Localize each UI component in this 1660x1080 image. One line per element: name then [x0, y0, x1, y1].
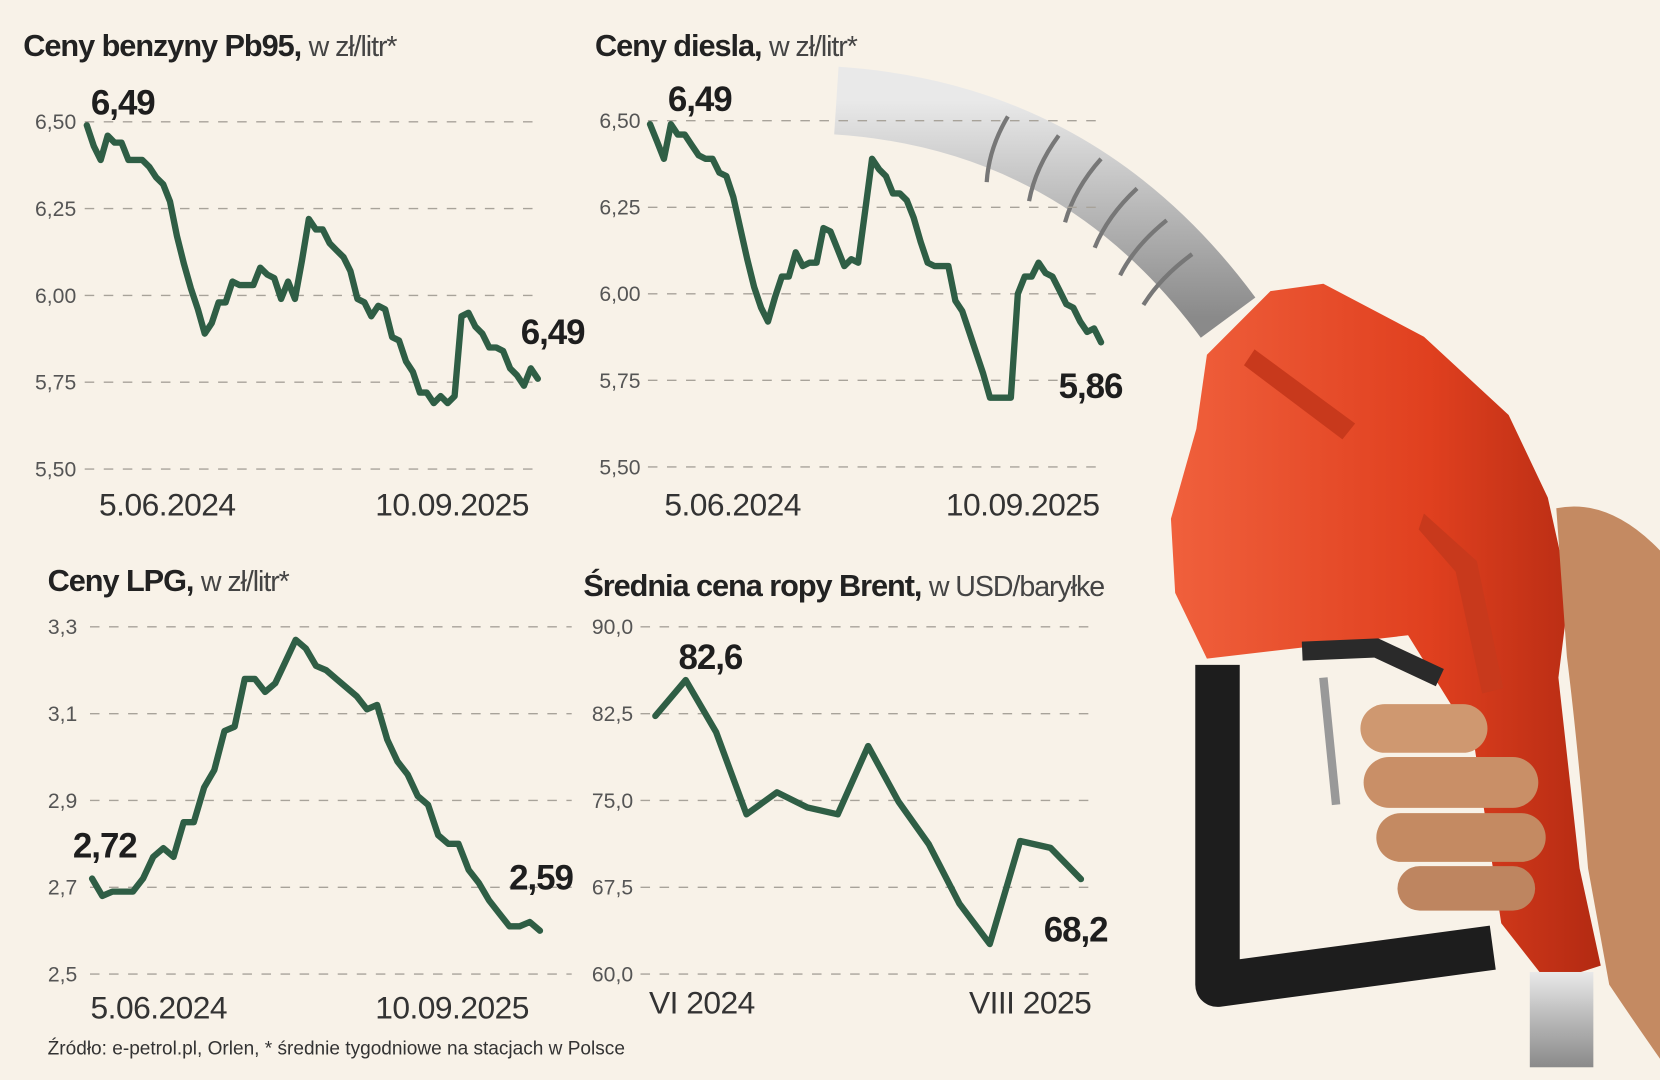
- x-tick-label: 5.06.2024: [99, 487, 235, 523]
- chart-brent: 90,0 82,5 75,0 67,5 60,0 VI 2024 VIII 2025 82,6…: [592, 616, 1109, 1020]
- x-tick-label: 5.06.2024: [664, 487, 800, 523]
- data-label: 82,6: [679, 638, 743, 677]
- x-tick-label: VI 2024: [649, 984, 755, 1020]
- chart-title-brent: Średnia cena ropy Brent, w USD/baryłke: [583, 569, 1105, 605]
- y-tick-label: 60,0: [592, 964, 633, 987]
- y-tick-label: 5,50: [599, 456, 640, 479]
- series-line: [83, 122, 541, 407]
- y-tick-label: 5,75: [599, 370, 640, 393]
- data-label: 2,59: [509, 858, 573, 897]
- title-unit: w zł/litr*: [768, 30, 858, 63]
- y-tick-label: 3,1: [48, 703, 77, 726]
- x-tick-label: 10.09.2025: [946, 487, 1100, 523]
- y-tick-label: 6,00: [599, 283, 640, 306]
- x-tick-label: 10.09.2025: [375, 487, 529, 523]
- title-unit: w zł/litr*: [200, 565, 290, 598]
- y-tick-label: 6,50: [599, 110, 640, 133]
- series-line: [646, 121, 1105, 401]
- data-label: 5,86: [1059, 367, 1123, 406]
- y-tick-label: 6,25: [35, 198, 76, 221]
- data-label: 68,2: [1044, 910, 1108, 949]
- x-tick-label: 5.06.2024: [91, 990, 227, 1026]
- series-line: [88, 636, 544, 934]
- y-tick-label: 90,0: [592, 616, 633, 639]
- title-unit: w zł/litr*: [308, 30, 398, 63]
- title-text: Średnia cena ropy Brent,: [583, 569, 922, 604]
- series-line: [652, 676, 1085, 948]
- x-tick-label: VIII 2025: [969, 984, 1091, 1020]
- y-tick-label: 67,5: [592, 877, 633, 900]
- chart-title-pb95: Ceny benzyny Pb95, w zł/litr*: [23, 29, 398, 65]
- chart-pb95: 6,50 6,25 6,00 5,75 5,50 5.06.2024 10.09.2025 6…: [35, 83, 586, 523]
- x-tick-label: 10.09.2025: [375, 990, 529, 1026]
- y-tick-label: 5,50: [35, 458, 76, 481]
- data-label: 6,49: [91, 83, 155, 122]
- data-label: 6,49: [668, 80, 732, 119]
- chart-title-diesel: Ceny diesla, w zł/litr*: [594, 29, 858, 65]
- y-tick-label: 6,25: [599, 197, 640, 220]
- data-label: 2,72: [73, 827, 137, 866]
- y-tick-label: 2,5: [48, 964, 77, 987]
- y-tick-label: 3,3: [48, 616, 77, 639]
- y-tick-label: 75,0: [592, 790, 633, 813]
- chart-diesel: 6,50 6,25 6,00 5,75 5,50 5.06.2024 10.09.2025 6…: [599, 80, 1124, 523]
- y-tick-label: 2,7: [48, 877, 77, 900]
- y-tick-label: 6,50: [35, 111, 76, 134]
- title-text: Ceny diesla,: [594, 29, 763, 64]
- source-note: Źródło: e-petrol.pl, Orlen, * średnie ty…: [47, 1037, 625, 1059]
- fuel-nozzle-illustration: [834, 66, 1660, 1068]
- title-text: Ceny LPG,: [47, 564, 195, 599]
- data-label: 6,49: [521, 313, 585, 352]
- title-unit: w USD/baryłke: [928, 570, 1105, 603]
- chart-title-lpg: Ceny LPG, w zł/litr*: [47, 564, 290, 599]
- y-tick-label: 82,5: [592, 703, 633, 726]
- y-tick-label: 5,75: [35, 372, 76, 395]
- title-text: Ceny benzyny Pb95,: [23, 29, 302, 64]
- chart-lpg: 3,3 3,1 2,9 2,7 2,5 5.06.2024 10.09.2025 2,72 2,…: [48, 616, 575, 1026]
- y-tick-label: 6,00: [35, 285, 76, 308]
- y-tick-label: 2,9: [48, 790, 77, 813]
